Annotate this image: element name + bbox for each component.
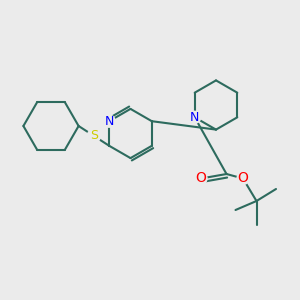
Text: N: N: [104, 115, 114, 128]
Text: O: O: [238, 172, 248, 185]
Text: O: O: [196, 172, 206, 185]
Text: S: S: [90, 129, 98, 142]
Circle shape: [195, 172, 207, 184]
Circle shape: [237, 172, 249, 184]
Circle shape: [103, 115, 115, 127]
Circle shape: [189, 111, 201, 123]
Text: N: N: [190, 111, 200, 124]
Circle shape: [87, 129, 101, 142]
